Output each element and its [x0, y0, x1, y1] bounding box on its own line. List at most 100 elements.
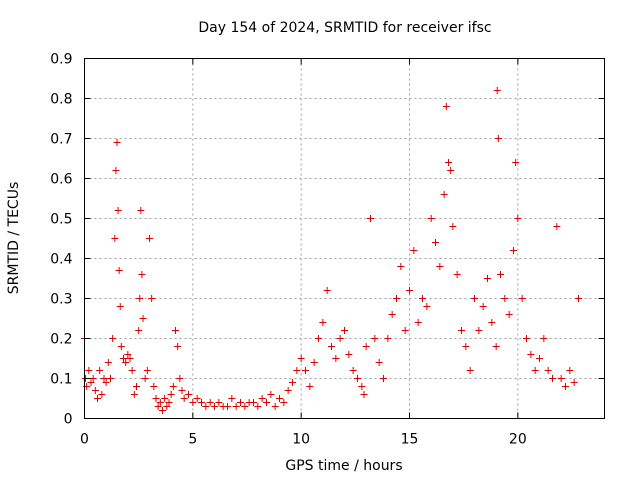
data-point [174, 343, 182, 350]
data-point [135, 327, 143, 334]
data-point [414, 319, 422, 326]
data-point [136, 295, 144, 302]
data-point [406, 287, 413, 294]
data-point [178, 387, 186, 394]
data-point [120, 355, 127, 362]
data-point [453, 271, 461, 278]
data-point [440, 191, 448, 198]
data-point [514, 215, 522, 222]
y-tick-label: 0 [64, 412, 73, 428]
y-tick-label: 0.6 [50, 172, 72, 188]
data-point [354, 375, 361, 382]
y-tick-label: 0.8 [50, 92, 72, 108]
data-point [306, 383, 314, 390]
data-point [113, 139, 121, 146]
data-point [138, 271, 146, 278]
data-point [375, 359, 383, 366]
data-point [116, 303, 124, 310]
data-point [384, 335, 392, 342]
data-point [531, 367, 539, 374]
data-point [94, 395, 101, 402]
data-point [358, 383, 366, 390]
data-point [215, 399, 223, 406]
data-point [341, 327, 348, 334]
data-point [393, 295, 400, 302]
data-point [211, 403, 218, 410]
x-tick-label: 5 [188, 432, 197, 448]
data-point [518, 295, 526, 302]
x-tick-label: 15 [401, 432, 419, 448]
data-point [527, 351, 535, 358]
data-point [133, 383, 140, 390]
data-point [575, 295, 582, 302]
data-point [237, 399, 244, 406]
y-tick-label: 0.7 [50, 132, 72, 148]
grid-lines [84, 58, 605, 419]
data-point [475, 327, 483, 334]
data-point [293, 367, 301, 374]
data-point [512, 159, 520, 166]
data-point [319, 319, 327, 326]
data-point [228, 395, 236, 402]
data-point [367, 215, 374, 222]
data-point [258, 395, 266, 402]
data-point [254, 403, 262, 410]
y-tick-label: 0.1 [50, 372, 72, 388]
data-point [336, 335, 344, 342]
data-point [206, 399, 214, 406]
data-point [360, 391, 368, 398]
data-point [271, 403, 279, 410]
data-point [161, 395, 169, 402]
data-point [112, 167, 120, 174]
data-point [159, 407, 166, 414]
data-point [553, 223, 561, 230]
data-point [289, 379, 296, 386]
data-point [130, 391, 138, 398]
data-point [267, 391, 275, 398]
data-point [193, 395, 201, 402]
data-point [250, 399, 257, 406]
y-tick-label: 0.4 [50, 252, 72, 268]
data-point [562, 383, 569, 390]
plot-frame [84, 58, 605, 419]
data-point [126, 355, 134, 362]
data-point [492, 343, 500, 350]
x-tick-label: 0 [80, 432, 89, 448]
data-point [432, 239, 439, 246]
data-point [91, 387, 99, 394]
data-point [104, 359, 112, 366]
data-point [332, 355, 340, 362]
data-point [315, 335, 322, 342]
data-point [458, 327, 465, 334]
data-point [85, 367, 93, 374]
data-point [388, 311, 396, 318]
data-point [310, 359, 318, 366]
data-point [442, 103, 450, 110]
data-point [98, 391, 106, 398]
data-point [436, 263, 444, 270]
data-point [410, 247, 418, 254]
data-point [297, 355, 305, 362]
data-point [137, 207, 145, 214]
data-point [484, 275, 491, 282]
data-point [185, 391, 192, 398]
data-point [241, 403, 249, 410]
data-point [501, 295, 509, 302]
data-point [111, 235, 119, 242]
y-tick-label: 0.3 [50, 292, 72, 308]
chart-title: Day 154 of 2024, SRMTID for receiver ifs… [198, 20, 491, 36]
data-point [397, 263, 405, 270]
data-point [362, 343, 370, 350]
data-point [115, 267, 123, 274]
data-point [544, 367, 552, 374]
data-point [148, 295, 156, 302]
data-point [488, 319, 496, 326]
data-point [198, 399, 205, 406]
data-point [152, 395, 160, 402]
data-point [114, 207, 122, 214]
data-point [557, 375, 565, 382]
data-point [167, 391, 175, 398]
data-point [566, 367, 574, 374]
data-point [172, 327, 179, 334]
